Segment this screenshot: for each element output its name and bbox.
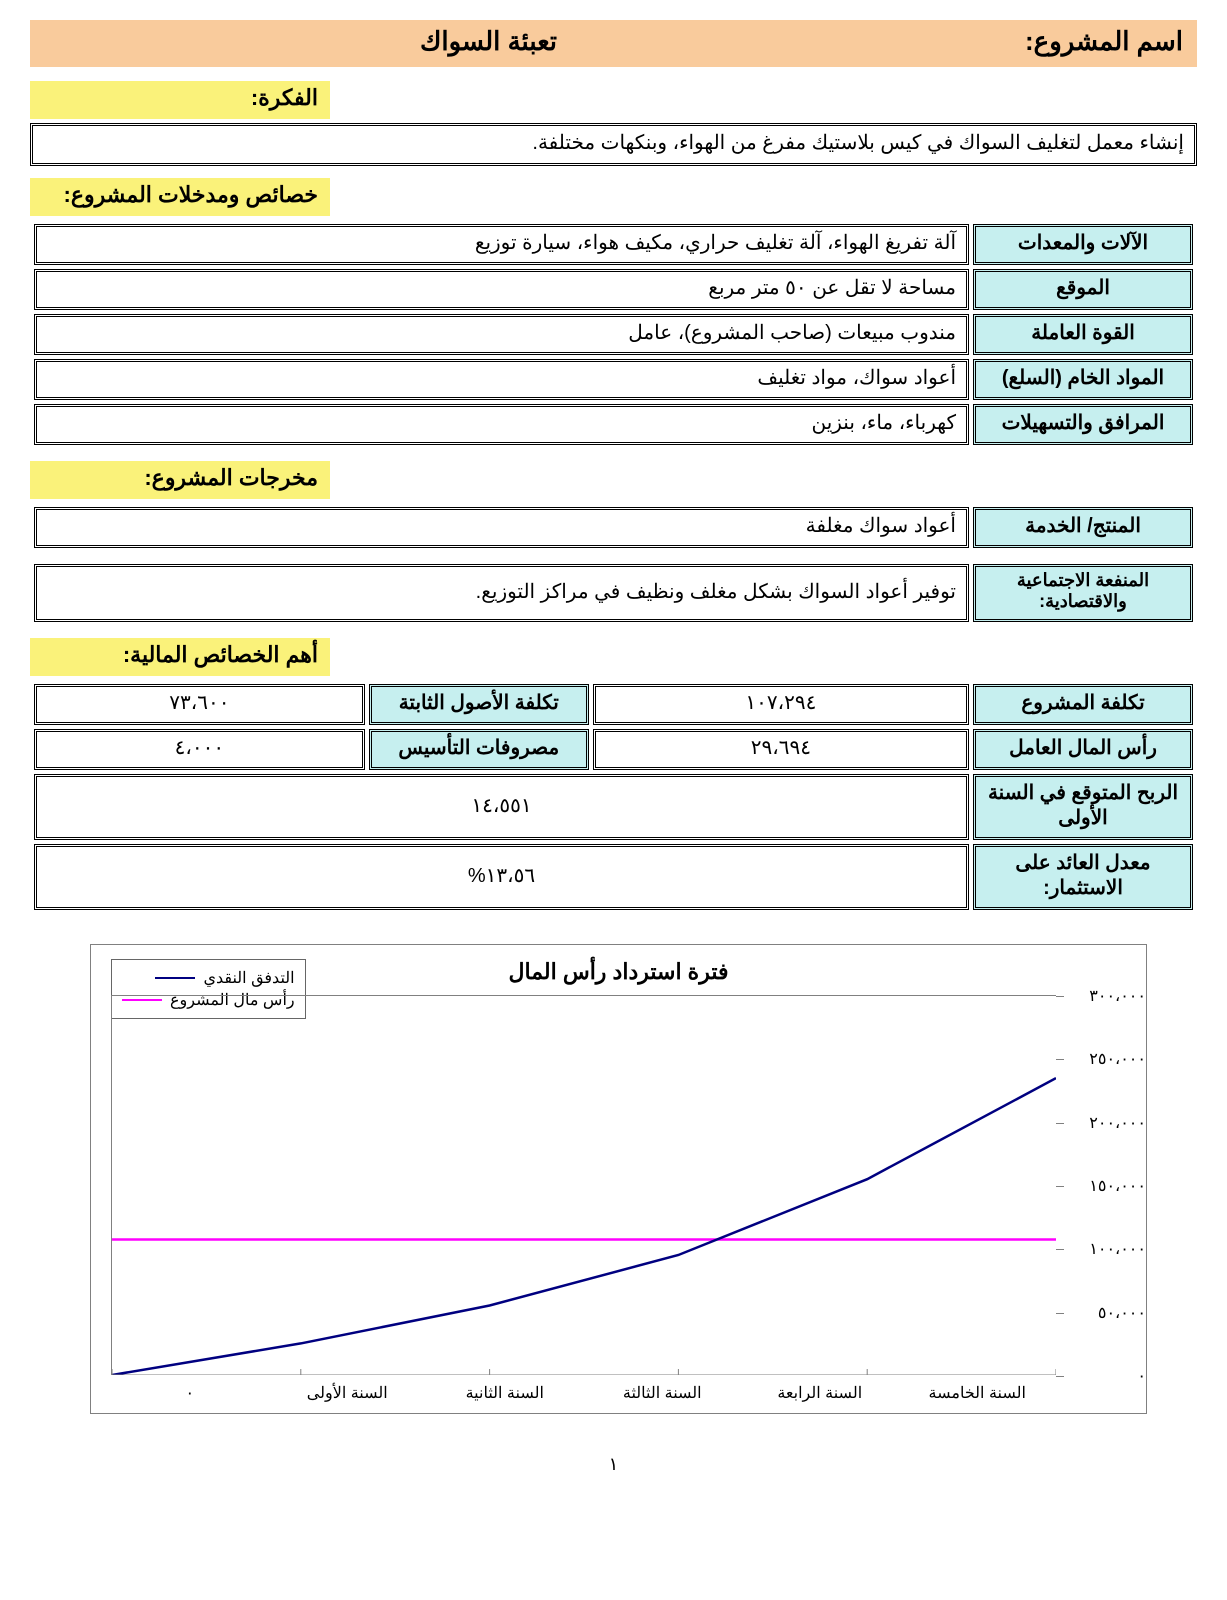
chart-ylabel: ٥٠،٠٠٠ (1066, 1303, 1146, 1323)
table-row: رأس المال العامل ٢٩،٦٩٤ مصروفات التأسيس … (34, 729, 1193, 770)
founding-expenses-value: ٤،٠٠٠ (34, 729, 365, 770)
outputs-table: المنتج/ الخدمةأعواد سواك مغلفة (30, 503, 1197, 552)
chart-ytick (1056, 1313, 1064, 1314)
idea-text: إنشاء معمل لتغليف السواك في كيس بلاستيك … (30, 123, 1197, 166)
chart-ytick (1056, 1249, 1064, 1250)
chart-ytick (1056, 1059, 1064, 1060)
table-row: المرافق والتسهيلاتكهرباء، ماء، بنزين (34, 404, 1193, 445)
payback-chart: التدفق النقدي رأس مال المشروع فترة استرد… (90, 944, 1147, 1414)
roi-label: معدل العائد على الاستثمار: (973, 844, 1193, 910)
working-capital-label: رأس المال العامل (973, 729, 1193, 770)
project-cost-value: ١٠٧،٢٩٤ (593, 684, 969, 725)
chart-xlabel: ٠ (111, 1383, 269, 1403)
project-name-label: اسم المشروع: (947, 20, 1197, 67)
section-header-inputs: خصائص ومدخلات المشروع: (30, 178, 330, 216)
legend-item-cashflow: التدفق النقدي (122, 968, 295, 988)
chart-xlabel: السنة الخامسة (899, 1383, 1057, 1403)
chart-ylabel: ٢٠٠،٠٠٠ (1066, 1113, 1146, 1133)
benefit-value: توفير أعواد السواك بشكل مغلف ونظيف في مر… (34, 564, 969, 622)
page-number: ١ (30, 1454, 1197, 1475)
table-row: المواد الخام (السلع)أعواد سواك، مواد تغل… (34, 359, 1193, 400)
input-value: أعواد سواك، مواد تغليف (34, 359, 969, 400)
founding-expenses-label: مصروفات التأسيس (369, 729, 589, 770)
title-bar: اسم المشروع: تعبئة السواك (30, 20, 1197, 67)
input-label: المواد الخام (السلع) (973, 359, 1193, 400)
financials-table: تكلفة المشروع ١٠٧،٢٩٤ تكلفة الأصول الثاب… (30, 680, 1197, 914)
table-row: القوة العاملةمندوب مبيعات (صاحب المشروع)… (34, 314, 1193, 355)
table-row: الموقعمساحة لا تقل عن ٥٠ متر مربع (34, 269, 1193, 310)
chart-ylabel: ١٥٠،٠٠٠ (1066, 1176, 1146, 1196)
legend-swatch-cashflow (155, 977, 195, 979)
chart-xlabel: السنة الأولى (269, 1383, 427, 1403)
input-value: مساحة لا تقل عن ٥٠ متر مربع (34, 269, 969, 310)
fixed-assets-label: تكلفة الأصول الثابتة (369, 684, 589, 725)
table-row: معدل العائد على الاستثمار: ١٣،٥٦% (34, 844, 1193, 910)
project-cost-label: تكلفة المشروع (973, 684, 1193, 725)
chart-x-axis-labels: ٠السنة الأولىالسنة الثانيةالسنة الثالثةا… (111, 1383, 1056, 1403)
working-capital-value: ٢٩،٦٩٤ (593, 729, 969, 770)
chart-xlabel: السنة الثالثة (584, 1383, 742, 1403)
product-value: أعواد سواك مغلفة (34, 507, 969, 548)
input-value: آلة تفريغ الهواء، آلة تغليف حراري، مكيف … (34, 224, 969, 265)
legend-label-cashflow: التدفق النقدي (203, 968, 294, 988)
chart-xlabel: السنة الرابعة (741, 1383, 899, 1403)
chart-xlabel: السنة الثانية (426, 1383, 584, 1403)
product-label: المنتج/ الخدمة (973, 507, 1193, 548)
table-row: المنفعة الاجتماعية والاقتصادية:توفير أعو… (34, 564, 1193, 622)
section-header-financials: أهم الخصائص المالية: (30, 638, 330, 676)
y1-profit-label: الربح المتوقع في السنة الأولى (973, 774, 1193, 840)
benefit-label: المنفعة الاجتماعية والاقتصادية: (973, 564, 1193, 622)
section-header-outputs: مخرجات المشروع: (30, 461, 330, 499)
table-row: الآلات والمعداتآلة تفريغ الهواء، آلة تغل… (34, 224, 1193, 265)
chart-ytick (1056, 1376, 1064, 1377)
chart-ylabel: ٣٠٠،٠٠٠ (1066, 986, 1146, 1006)
table-row: الربح المتوقع في السنة الأولى ١٤،٥٥١ (34, 774, 1193, 840)
chart-ylabel: ١٠٠،٠٠٠ (1066, 1239, 1146, 1259)
roi-value: ١٣،٥٦% (34, 844, 969, 910)
chart-ytick (1056, 1186, 1064, 1187)
chart-plot-area: ٠٥٠،٠٠٠١٠٠،٠٠٠١٥٠،٠٠٠٢٠٠،٠٠٠٢٥٠،٠٠٠٣٠٠،٠… (111, 995, 1056, 1375)
chart-cashflow-line (112, 1078, 1056, 1375)
section-header-idea: الفكرة: (30, 81, 330, 119)
chart-ytick (1056, 1123, 1064, 1124)
input-value: مندوب مبيعات (صاحب المشروع)، عامل (34, 314, 969, 355)
input-label: الموقع (973, 269, 1193, 310)
table-row: المنتج/ الخدمةأعواد سواك مغلفة (34, 507, 1193, 548)
fixed-assets-value: ٧٣،٦٠٠ (34, 684, 365, 725)
input-value: كهرباء، ماء، بنزين (34, 404, 969, 445)
input-label: القوة العاملة (973, 314, 1193, 355)
input-label: المرافق والتسهيلات (973, 404, 1193, 445)
project-name-value: تعبئة السواك (30, 20, 947, 67)
chart-ylabel: ٠ (1066, 1366, 1146, 1386)
chart-ytick (1056, 996, 1064, 997)
inputs-table: الآلات والمعداتآلة تفريغ الهواء، آلة تغل… (30, 220, 1197, 449)
chart-svg (112, 996, 1056, 1375)
input-label: الآلات والمعدات (973, 224, 1193, 265)
table-row: تكلفة المشروع ١٠٧،٢٩٤ تكلفة الأصول الثاب… (34, 684, 1193, 725)
y1-profit-value: ١٤،٥٥١ (34, 774, 969, 840)
chart-ylabel: ٢٥٠،٠٠٠ (1066, 1049, 1146, 1069)
benefit-table: المنفعة الاجتماعية والاقتصادية:توفير أعو… (30, 560, 1197, 626)
